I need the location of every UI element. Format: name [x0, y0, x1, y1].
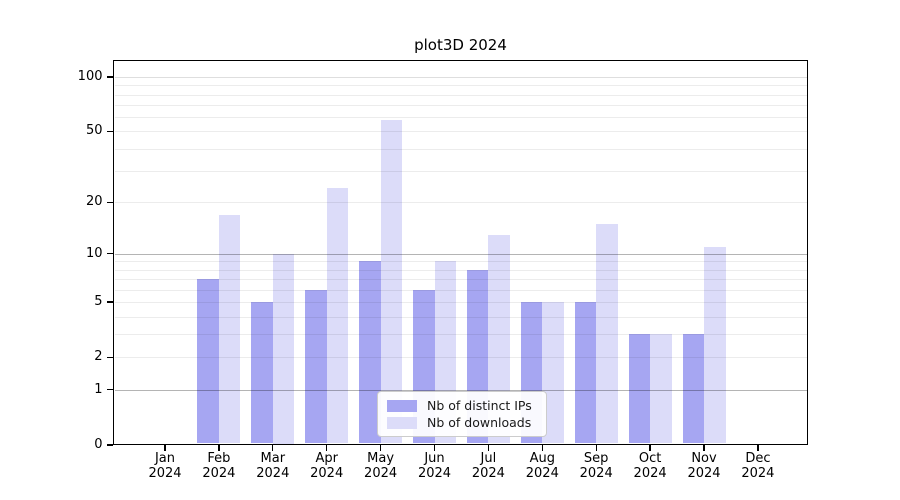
x-tick-year: 2024 [202, 466, 236, 481]
x-tick-label: Jan 2024 [135, 451, 195, 481]
x-tick-month: Nov [691, 451, 717, 466]
x-tick-month: Jan [154, 451, 176, 466]
x-tick-label: Jun 2024 [405, 451, 465, 481]
x-tick-mark [595, 445, 597, 451]
x-tick-label: Sep 2024 [566, 451, 626, 481]
x-tick-year: 2024 [741, 466, 775, 481]
plot-area [113, 60, 808, 445]
x-tick-label: Mar 2024 [243, 451, 303, 481]
x-tick-year: 2024 [633, 466, 667, 481]
x-tick-label: Aug 2024 [512, 451, 572, 481]
x-tick-year: 2024 [417, 466, 452, 481]
x-tick-month: May [367, 451, 395, 466]
x-tick-mark [541, 445, 543, 451]
x-tick-month: Feb [207, 451, 231, 466]
x-tick-month: Jul [480, 451, 497, 466]
x-tick-month: Jun [424, 451, 445, 466]
x-tick-label: May 2024 [351, 451, 411, 481]
legend-swatch-downloads [387, 416, 417, 429]
x-tick-label: Oct 2024 [620, 451, 680, 481]
x-tick-mark [487, 445, 490, 451]
x-tick-label: Jul 2024 [458, 451, 518, 481]
x-tick-month: Aug [529, 451, 555, 466]
legend-swatch-distinct-ips [387, 399, 417, 412]
y-tick-label: 1 [94, 381, 103, 397]
x-tick-mark [379, 445, 382, 451]
x-tick-label: Nov 2024 [674, 451, 734, 481]
x-tick-year: 2024 [471, 466, 505, 481]
y-tick-label: 20 [85, 194, 103, 210]
legend-label-distinct-ips: Nb of distinct IPs [427, 398, 532, 413]
y-tick-label: 10 [85, 245, 103, 261]
x-tick-mark [272, 445, 274, 451]
x-tick-year: 2024 [525, 466, 559, 481]
x-tick-mark [757, 445, 759, 451]
y-tick-label: 100 [77, 69, 103, 84]
x-tick-mark [326, 445, 328, 451]
x-tick-month: Dec [745, 451, 771, 466]
x-tick-month: Oct [638, 451, 662, 466]
x-tick-month: Mar [260, 451, 286, 466]
x-tick-mark [703, 445, 705, 451]
legend: Nb of distinct IPs Nb of downloads [377, 391, 547, 437]
x-tick-year: 2024 [148, 466, 182, 481]
legend-item-downloads: Nb of downloads [387, 414, 536, 431]
x-tick-year: 2024 [364, 466, 398, 481]
x-tick-year: 2024 [579, 466, 613, 481]
x-tick-mark [218, 445, 220, 451]
chart-title: plot3D 2024 [414, 36, 507, 54]
x-tick-year: 2024 [687, 466, 721, 481]
y-tick-label: 5 [94, 294, 103, 310]
legend-label-downloads: Nb of downloads [427, 415, 532, 430]
x-tick-month: Apr [315, 451, 338, 466]
x-tick-label: Dec 2024 [728, 451, 788, 481]
y-tick-label: 50 [85, 123, 103, 139]
legend-item-distinct-ips: Nb of distinct IPs [387, 397, 536, 414]
y-tick-label: 2 [94, 349, 103, 365]
y-tick-label: 0 [94, 437, 103, 452]
x-tick-mark [433, 445, 436, 451]
x-tick-month: Sep [583, 451, 609, 466]
x-tick-mark [649, 445, 651, 451]
x-tick-label: Feb 2024 [189, 451, 249, 481]
x-tick-label: Apr 2024 [297, 451, 357, 481]
x-tick-mark [164, 445, 166, 451]
x-tick-year: 2024 [310, 466, 344, 481]
x-tick-year: 2024 [256, 466, 290, 481]
